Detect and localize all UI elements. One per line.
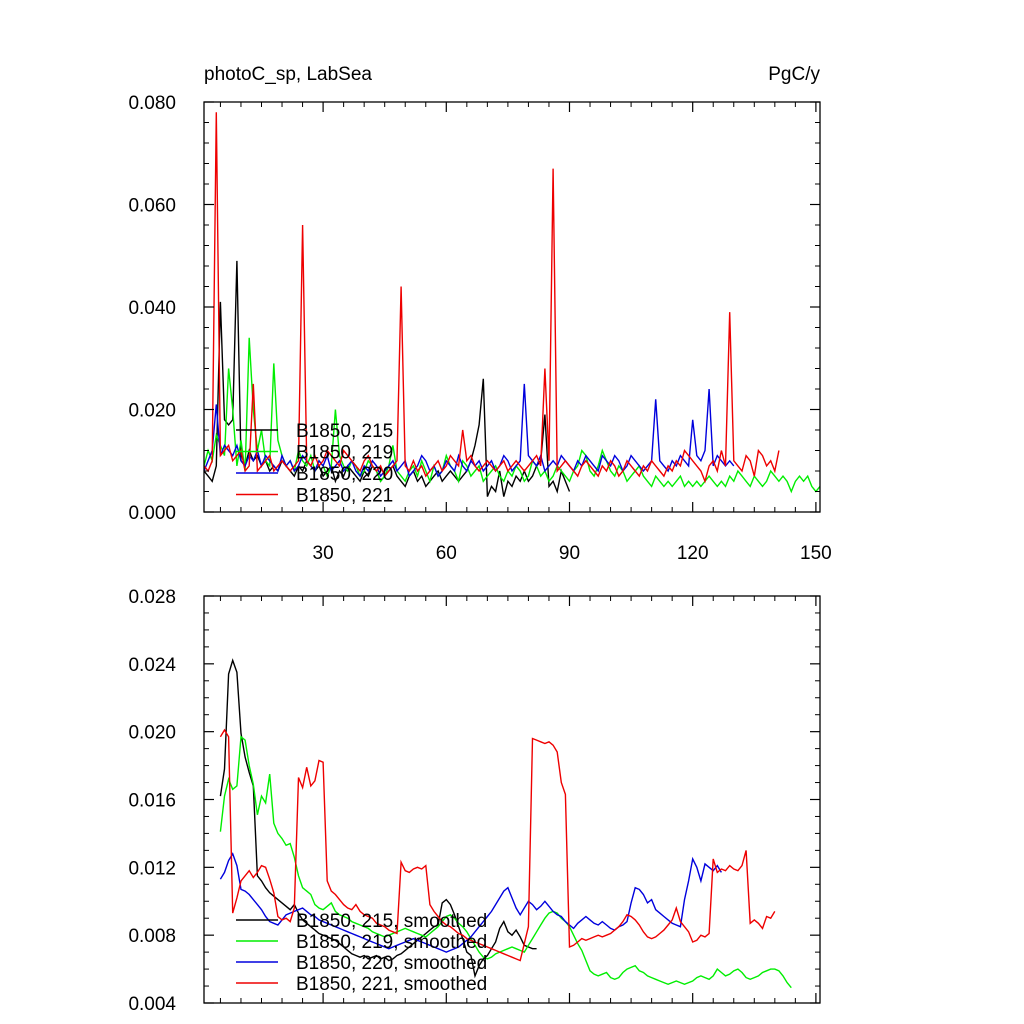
series-line-2 <box>203 337 821 494</box>
x-tick-label: 90 <box>559 543 580 564</box>
legend-label: B1850, 215 <box>296 421 393 442</box>
y-tick-label: 0.060 <box>128 196 176 217</box>
bottom-chart: 0.004 0.008 0.012 0.016 0.020 0.024 0.028 B1850… <box>128 587 821 1015</box>
y-tick-label: 0.020 <box>128 401 176 422</box>
x-tick-label: 120 <box>677 543 709 564</box>
chart-title: photoC_sp, LabSea <box>204 64 372 85</box>
y-tick-label: 0.040 <box>128 298 176 319</box>
y-tick-label: 0.012 <box>128 858 176 879</box>
legend-label: B1850, 221, smoothed <box>296 974 487 995</box>
y-tick-label: 0.004 <box>128 994 176 1015</box>
y-tick-label: 0.080 <box>128 93 176 114</box>
legend-label: B1850, 219, smoothed <box>296 932 487 953</box>
y-tick-label: 0.020 <box>128 723 176 744</box>
x-tick-label: 30 <box>313 543 334 564</box>
legend-label: B1850, 220, smoothed <box>296 953 487 974</box>
legend-label: B1850, 220 <box>296 464 393 485</box>
legend-label: B1850, 219 <box>296 443 393 464</box>
y-tick-label: 0.024 <box>128 655 176 676</box>
series-line-1 <box>219 658 537 979</box>
series-lines <box>219 658 792 989</box>
legend-label: B1850, 221 <box>296 486 393 507</box>
x-tick-label: 150 <box>800 543 832 564</box>
y-tick-label: 0.016 <box>128 791 176 812</box>
series-lines <box>203 112 821 497</box>
y-tick-label: 0.028 <box>128 587 176 608</box>
series-line-3 <box>219 852 722 953</box>
series-line-2 <box>219 735 792 989</box>
series-line-4 <box>219 728 776 962</box>
series-line-4 <box>203 112 780 484</box>
x-tick-label: 60 <box>436 543 457 564</box>
legend-label: B1850, 215, smoothed <box>296 911 487 932</box>
top-chart: 0.000 0.020 0.040 0.060 0.080 30 60 90 120 150 B18… <box>128 93 831 564</box>
unit-label: PgC/y <box>768 64 820 85</box>
y-tick-label: 0.008 <box>128 926 176 947</box>
y-tick-label: 0.000 <box>128 503 176 524</box>
